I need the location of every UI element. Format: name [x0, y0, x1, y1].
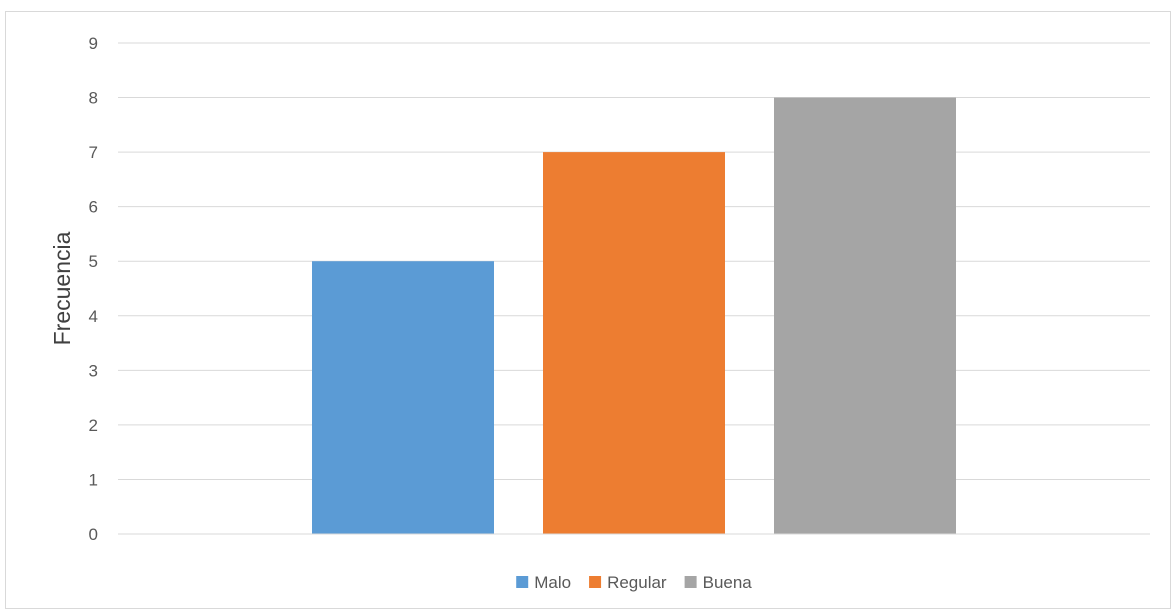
y-tick-label: 7	[89, 143, 98, 162]
legend: Malo Regular Buena	[516, 573, 752, 592]
legend-item-malo: Malo	[516, 573, 571, 592]
legend-label: Regular	[607, 573, 667, 592]
legend-swatch	[589, 576, 602, 588]
bar-buena	[774, 97, 956, 535]
legend-swatch	[684, 576, 697, 588]
y-tick-label: 8	[89, 89, 98, 108]
y-tick-label: 1	[89, 470, 98, 489]
y-tick-label: 2	[89, 416, 98, 435]
y-axis-title: Frecuencia	[49, 231, 75, 345]
y-tick-label: 3	[89, 361, 98, 380]
y-tick-label: 4	[89, 307, 98, 326]
bar-regular	[543, 152, 725, 534]
legend-item-buena: Buena	[684, 573, 753, 592]
y-tick-label: 0	[89, 525, 98, 544]
bars	[312, 97, 956, 535]
legend-swatch	[516, 576, 529, 588]
legend-label: Buena	[703, 573, 753, 592]
bar-malo	[312, 261, 494, 534]
legend-label: Malo	[534, 573, 571, 592]
y-axis-ticks: 0 1 2 3 4 5 6 7 8 9	[89, 34, 98, 544]
y-tick-label: 9	[89, 34, 98, 53]
y-tick-label: 5	[89, 252, 98, 271]
legend-item-regular: Regular	[589, 573, 667, 592]
y-tick-label: 6	[89, 198, 98, 217]
